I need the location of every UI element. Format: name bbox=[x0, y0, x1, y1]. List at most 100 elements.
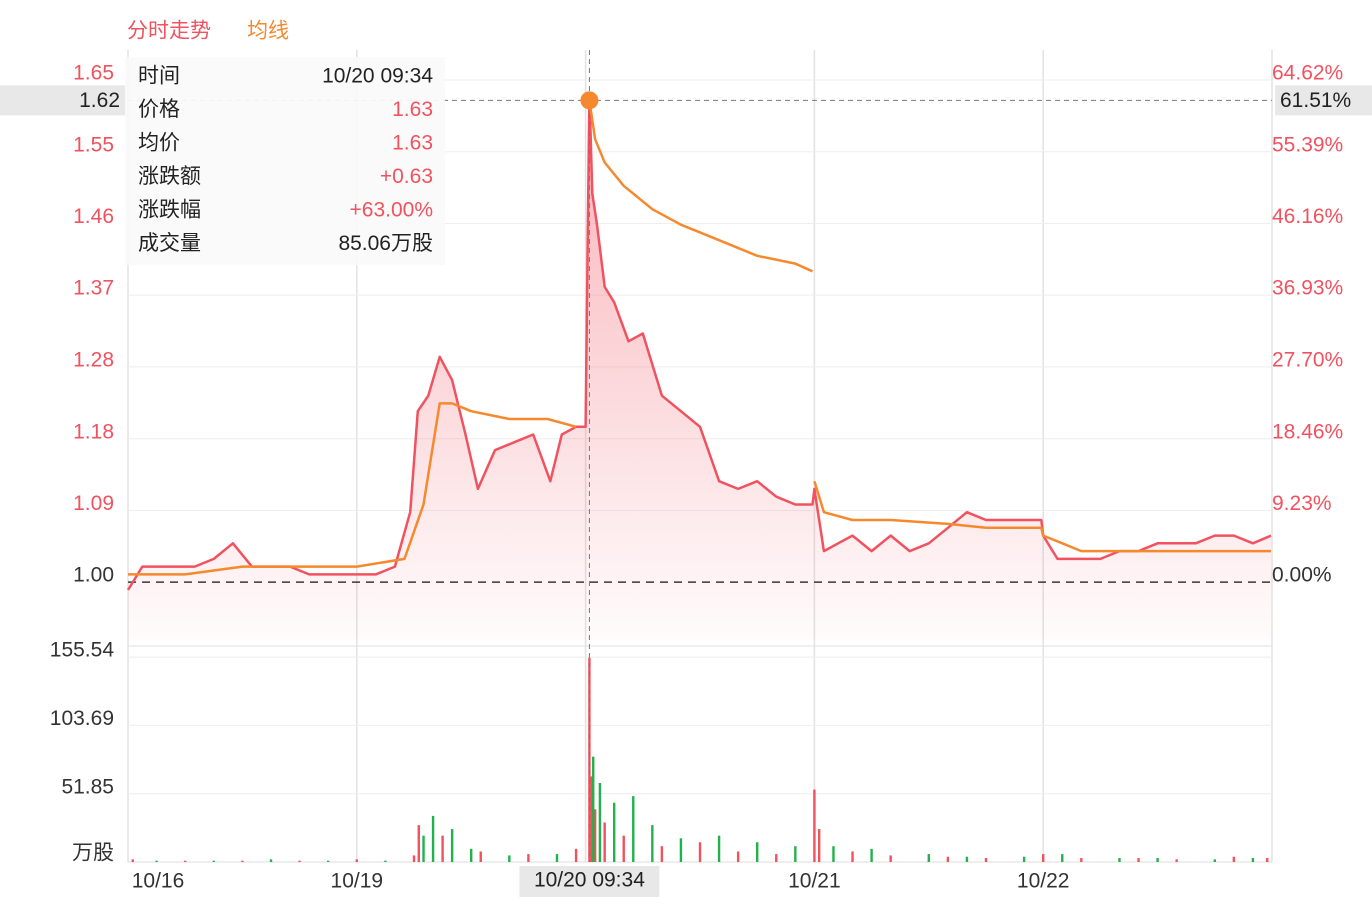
volume-bar bbox=[794, 846, 797, 862]
volume-bar bbox=[1080, 858, 1083, 862]
volume-bar bbox=[384, 860, 387, 862]
y-tick-label: 1.28 bbox=[73, 348, 114, 371]
volume-bar bbox=[508, 855, 511, 862]
y2-tick-label: 0.00% bbox=[1272, 564, 1332, 587]
volume-bar bbox=[1175, 859, 1178, 862]
vol-tick-label: 51.85 bbox=[61, 775, 114, 798]
volume-bar bbox=[775, 854, 778, 862]
x-tick-label: 10/16 bbox=[132, 870, 185, 893]
volume-bar bbox=[1232, 856, 1236, 862]
y2-tick-label: 18.46% bbox=[1272, 420, 1343, 443]
volume-bar bbox=[441, 835, 444, 862]
crosshair-price-box bbox=[0, 85, 126, 116]
crosshair-dot bbox=[580, 91, 599, 110]
volume-bar bbox=[870, 848, 873, 862]
volume-bar bbox=[327, 860, 330, 862]
avg-line bbox=[813, 480, 1271, 553]
volume-bar bbox=[660, 846, 664, 862]
volume-bar bbox=[422, 835, 425, 862]
volume-bar bbox=[622, 835, 625, 862]
volume-bar bbox=[479, 851, 482, 862]
volume-bar bbox=[832, 846, 835, 862]
volume-bar bbox=[269, 859, 273, 862]
tooltip-label: 涨跌额 bbox=[138, 165, 201, 188]
volume-bar bbox=[527, 854, 530, 862]
volume-bar bbox=[679, 838, 683, 862]
volume-bar bbox=[1213, 859, 1216, 862]
volume-bar bbox=[355, 859, 358, 862]
volume-bar bbox=[1042, 854, 1045, 862]
y-tick-label: 1.65 bbox=[73, 62, 114, 85]
volume-bar bbox=[590, 776, 593, 862]
volume-bar bbox=[984, 858, 988, 862]
crosshair-pct-box bbox=[1275, 85, 1372, 116]
volume-bar bbox=[470, 848, 473, 862]
volume-bar bbox=[593, 809, 597, 862]
volume-bar bbox=[1118, 858, 1121, 862]
volume-bar bbox=[431, 815, 435, 862]
volume-bar bbox=[651, 825, 654, 862]
tooltip-value: 10/20 09:34 bbox=[322, 65, 433, 88]
volume-bar bbox=[1156, 858, 1159, 862]
volume-bar bbox=[946, 856, 950, 862]
volume-bar bbox=[131, 859, 134, 862]
price-area bbox=[128, 92, 1272, 641]
volume-bar bbox=[1061, 854, 1064, 862]
volume-bar bbox=[155, 860, 158, 862]
y-tick-label: 1.00 bbox=[73, 564, 114, 587]
tooltip-value: 85.06万股 bbox=[338, 232, 433, 255]
tooltip-value: 1.63 bbox=[392, 98, 433, 121]
volume-bar bbox=[756, 842, 759, 862]
volume-bar bbox=[889, 855, 892, 862]
volume-bar bbox=[717, 835, 721, 862]
x-tick-label: 10/19 bbox=[331, 870, 384, 893]
tooltip-label: 均价 bbox=[138, 132, 180, 155]
volume-bar bbox=[588, 657, 591, 862]
volume-bar bbox=[555, 854, 559, 862]
volume-bar bbox=[417, 825, 420, 862]
y-tick-label: 1.46 bbox=[73, 205, 114, 228]
volume-bar bbox=[1251, 858, 1255, 862]
legend-price[interactable]: 分时走势 bbox=[127, 20, 211, 43]
volume-bar bbox=[298, 860, 301, 862]
tooltip-label: 涨跌幅 bbox=[138, 199, 201, 222]
volume-bar bbox=[412, 855, 416, 862]
x-tick-label: 10/22 bbox=[1017, 870, 1070, 893]
legend-avg[interactable]: 均线 bbox=[247, 20, 289, 43]
volume-bar bbox=[698, 842, 702, 862]
vol-tick-label: 155.54 bbox=[50, 639, 115, 662]
volume-bar bbox=[450, 829, 454, 862]
tooltip-label: 价格 bbox=[138, 98, 180, 121]
volume-bar bbox=[1137, 858, 1140, 862]
y-tick-label: 1.09 bbox=[73, 492, 114, 515]
tooltip-label: 时间 bbox=[138, 65, 180, 88]
volume-bar bbox=[592, 756, 595, 862]
volume-bar bbox=[184, 860, 187, 862]
volume-bar bbox=[1022, 856, 1026, 862]
crosshair-x-label: 10/20 09:34 bbox=[534, 869, 645, 892]
y-tick-label: 1.37 bbox=[73, 277, 114, 300]
volume-bar bbox=[632, 796, 635, 862]
crosshair-pct: 61.51% bbox=[1280, 89, 1351, 112]
volume-bar bbox=[212, 860, 215, 862]
crosshair-x-box bbox=[519, 866, 660, 897]
volume-bar bbox=[603, 822, 606, 862]
volume-bar bbox=[598, 782, 602, 862]
volume-bar bbox=[613, 802, 616, 862]
y2-tick-label: 36.93% bbox=[1272, 277, 1343, 300]
tooltip-value: +0.63 bbox=[380, 165, 433, 188]
volume-bar bbox=[817, 829, 821, 862]
volume-bar bbox=[851, 851, 854, 862]
y2-tick-label: 64.62% bbox=[1272, 62, 1343, 85]
volume-bar bbox=[965, 856, 969, 862]
tooltip bbox=[125, 57, 445, 265]
volume-bar bbox=[574, 848, 578, 862]
volume-bar bbox=[813, 789, 816, 862]
y2-tick-label: 55.39% bbox=[1272, 133, 1343, 156]
vol-unit: 万股 bbox=[72, 842, 114, 865]
avg-line bbox=[128, 402, 577, 576]
volume-bar bbox=[1266, 858, 1269, 862]
y-tick-label: 1.18 bbox=[73, 420, 114, 443]
crosshair-price: 1.62 bbox=[79, 89, 120, 112]
